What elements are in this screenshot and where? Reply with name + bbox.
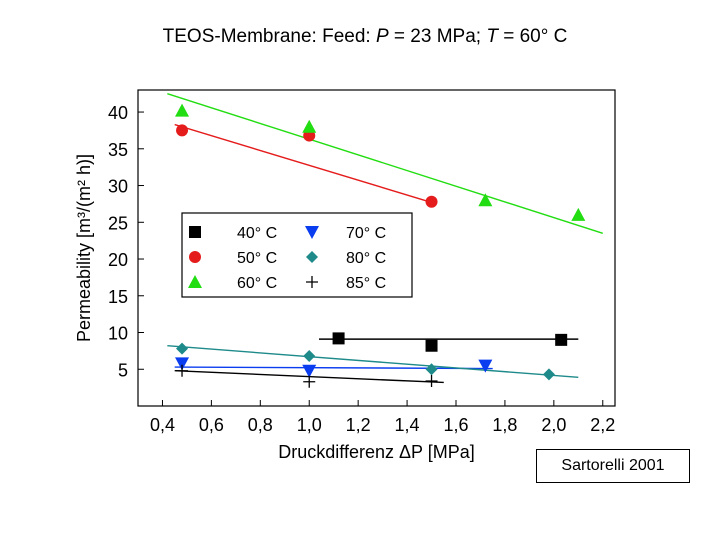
data-point	[176, 124, 189, 137]
data-point	[425, 375, 438, 388]
y-tick-label: 15	[108, 287, 128, 307]
data-point	[478, 193, 493, 207]
credit-box: Sartorelli 2001	[536, 449, 690, 483]
legend-marker	[189, 251, 201, 263]
legend-marker	[306, 276, 318, 288]
x-axis-title: Druckdifferenz ΔP [MPa]	[278, 442, 474, 462]
data-point	[425, 339, 438, 352]
data-point	[176, 364, 189, 377]
data-point	[175, 357, 190, 371]
x-tick-label: 2,2	[590, 415, 615, 435]
legend-label: 60° C	[237, 275, 277, 292]
legend-label: 70° C	[346, 225, 386, 242]
legend-label: 80° C	[346, 250, 386, 267]
fit-line	[174, 366, 493, 370]
x-tick-label: 1,0	[297, 415, 322, 435]
data-point	[175, 103, 190, 117]
data-point	[302, 119, 317, 133]
data-point	[332, 332, 345, 345]
y-tick-label: 35	[108, 140, 128, 160]
plot-frame	[137, 89, 616, 407]
x-tick-label: 0,8	[248, 415, 273, 435]
y-axis-title: Permeability [m³/(m² h)]	[74, 154, 94, 342]
fit-line	[167, 93, 603, 234]
data-point	[303, 350, 316, 363]
data-point	[302, 364, 317, 378]
fit-line	[174, 123, 437, 205]
y-tick-label: 10	[108, 324, 128, 344]
legend-marker	[306, 251, 318, 263]
y-tick-label: 40	[108, 103, 128, 123]
data-point	[571, 207, 586, 221]
data-point	[425, 363, 438, 376]
legend-marker	[305, 226, 319, 239]
y-tick-label: 30	[108, 177, 128, 197]
x-tick-label: 2,0	[541, 415, 566, 435]
x-tick-label: 1,2	[346, 415, 371, 435]
legend-label: 50° C	[237, 250, 277, 267]
legend-marker	[189, 226, 201, 238]
x-tick-label: 0,6	[199, 415, 224, 435]
data-point	[303, 375, 316, 388]
x-tick-label: 1,4	[395, 415, 420, 435]
legend-box	[181, 212, 413, 298]
data-point	[555, 333, 568, 346]
chart-title: TEOS-Membrane: Feed: P = 23 MPa; T = 60°…	[162, 26, 568, 47]
legend-label: 40° C	[237, 225, 277, 242]
data-point	[425, 195, 438, 208]
y-tick-label: 20	[108, 250, 128, 270]
x-tick-label: 1,6	[443, 415, 468, 435]
y-tick-label: 25	[108, 213, 128, 233]
legend-label: 85° C	[346, 275, 386, 292]
x-tick-label: 0,4	[150, 415, 175, 435]
data-point	[176, 342, 189, 355]
data-point	[478, 359, 493, 373]
y-tick-label: 5	[118, 360, 128, 380]
fit-line	[167, 345, 579, 379]
legend-marker	[188, 275, 202, 288]
x-tick-label: 1,8	[492, 415, 517, 435]
data-point	[542, 368, 555, 381]
